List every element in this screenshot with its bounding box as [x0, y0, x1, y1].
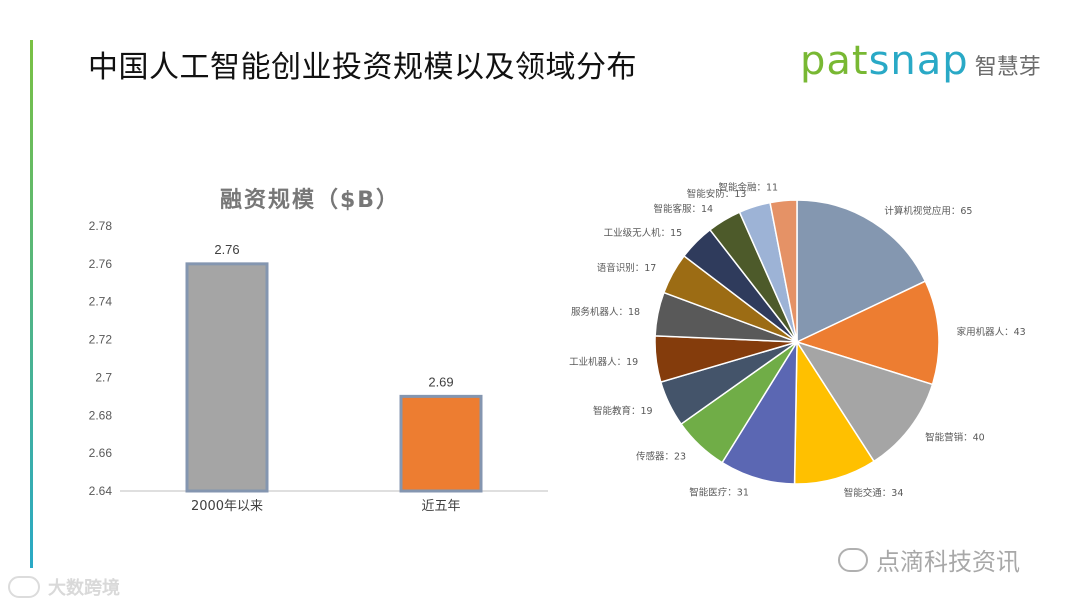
watermark-left: 大数跨境 [8, 574, 120, 600]
accent-bar [30, 40, 33, 568]
pie-slice-label: 智能医疗：31 [689, 487, 749, 499]
watermark-logo-icon [8, 576, 40, 598]
watermark-right: 点滴科技资讯 [838, 542, 1020, 577]
y-tick-label: 2.64 [89, 484, 113, 498]
logo-cn: 智慧芽 [974, 55, 1041, 80]
y-tick-label: 2.66 [89, 446, 113, 460]
bar [185, 262, 269, 493]
bar [399, 394, 483, 493]
pie-slice-label: 工业级无人机：15 [604, 227, 683, 239]
pie-slice-label: 家用机器人：43 [957, 326, 1026, 338]
pie-slice [794, 280, 940, 386]
bar-value-label: 2.76 [214, 242, 239, 257]
y-tick-label: 2.7 [95, 370, 112, 384]
pie-slice-label: 智能客服：14 [654, 203, 714, 215]
pie-slice [793, 339, 875, 485]
pie-slice-label: 智能安防：13 [687, 188, 747, 200]
y-tick-label: 2.72 [89, 333, 113, 347]
wechat-icon [838, 547, 868, 572]
pie-slice-label: 计算机视觉应用：65 [884, 205, 972, 217]
y-tick-label: 2.74 [89, 295, 113, 309]
y-tick-label: 2.78 [89, 219, 113, 233]
pie-slice-label: 智能金融：11 [719, 182, 779, 194]
bar-chart-title: 融资规模（$B） [219, 188, 401, 213]
pie-slice-label: 智能营销：40 [925, 432, 985, 444]
pie-slice-label: 语音识别：17 [597, 262, 657, 274]
y-tick-label: 2.76 [89, 257, 113, 271]
bar-value-label: 2.69 [428, 374, 453, 389]
page-title: 中国人工智能创业投资规模以及领域分布 [88, 50, 637, 85]
logo-word: patsnap [800, 38, 969, 84]
y-tick-label: 2.68 [89, 408, 113, 422]
pie-slice-label: 智能教育：19 [593, 405, 653, 417]
x-tick-label: 2000年以来 [191, 499, 263, 514]
pie-slice [769, 199, 798, 343]
pie-slice-label: 工业机器人：19 [569, 356, 638, 368]
watermark-left-text: 大数跨境 [48, 578, 120, 599]
x-tick-label: 近五年 [421, 499, 460, 514]
pie-slice-label: 智能交通：34 [844, 487, 904, 499]
pie-slice-label: 传感器：23 [636, 451, 686, 463]
pie-slice-label: 服务机器人：18 [571, 306, 640, 318]
watermark-right-text: 点滴科技资讯 [876, 548, 1020, 576]
pie-slice [796, 199, 927, 344]
pie-slice [795, 340, 934, 463]
patsnap-logo: patsnap 智慧芽 [800, 38, 1041, 84]
